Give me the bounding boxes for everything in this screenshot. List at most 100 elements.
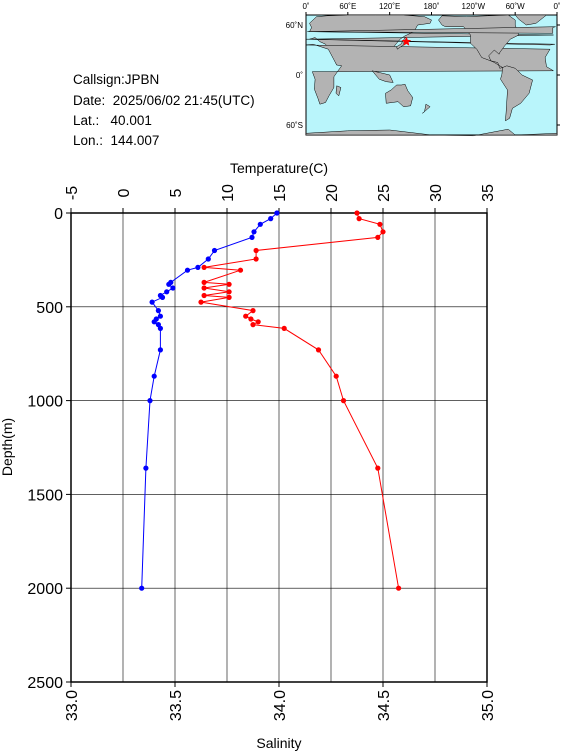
salinity-tick-label: 35.0 <box>480 690 497 721</box>
salinity-tick-label: 34.5 <box>376 690 393 721</box>
salinity-point <box>151 319 157 325</box>
salinity-point <box>205 256 211 262</box>
salinity-point <box>184 267 191 273</box>
depth-axis-label: Depth(m) <box>0 418 15 476</box>
salinity-point <box>251 229 257 235</box>
temperature-point <box>248 316 254 322</box>
temperature-point <box>198 299 204 305</box>
temperature-point <box>253 247 259 254</box>
salinity-point <box>268 216 274 222</box>
uk-land <box>307 26 556 34</box>
salinity-tick-labels: 33.0 33.5 34.0 34.5 35.0 <box>64 690 497 721</box>
temperature-point <box>377 221 383 227</box>
temperature-point <box>226 281 232 287</box>
station-marker-star-icon <box>401 36 412 46</box>
temperature-tick-label: 25 <box>376 184 393 202</box>
salinity-point <box>257 221 263 227</box>
temperature-tick-label: 15 <box>272 184 289 202</box>
depth-tick-label: 1000 <box>27 394 63 411</box>
temperature-point <box>255 319 261 325</box>
depth-tick-label: 1500 <box>27 487 63 504</box>
date-label: Date: <box>73 93 106 108</box>
salinity-point <box>274 210 280 216</box>
salinity-point <box>159 294 166 300</box>
callsign-value: JPBN <box>124 72 160 87</box>
map-lon-tick-label: 120˚W <box>462 2 486 11</box>
temperature-point <box>243 313 249 319</box>
south-america-land <box>500 65 533 122</box>
temperature-point <box>237 267 244 273</box>
temperature-point <box>253 256 259 262</box>
date-line: Date: 2025/06/02 21:45(UTC) <box>73 93 255 108</box>
depth-tick-label: 500 <box>36 300 63 317</box>
madagascar-land <box>335 85 342 97</box>
temperature-point <box>380 229 386 235</box>
chart-series <box>139 210 402 591</box>
salinity-tick-label: 33.0 <box>64 690 81 721</box>
map-lat-tick-label: 0˚ <box>296 71 303 80</box>
salinity-point <box>166 281 172 287</box>
temperature-point <box>201 279 207 285</box>
salinity-point <box>195 264 201 270</box>
temperature-tick-label: 5 <box>168 188 185 197</box>
world-map: 0˚ 60˚E 120˚E 180˚ 120˚W 60˚W 0˚ 60˚N 0˚ 60˚S <box>286 2 561 137</box>
temperature-point <box>201 285 207 291</box>
australia-land <box>385 83 413 107</box>
salinity-point <box>170 285 176 291</box>
salinity-point <box>151 373 157 379</box>
salinity-point <box>155 308 161 314</box>
map-lon-tick-label: 0˚ <box>302 2 309 11</box>
temperature-tick-label: 30 <box>428 184 445 202</box>
antarctica-land <box>305 128 558 137</box>
lat-line: Lat.: 40.001 <box>73 113 152 128</box>
map-lon-tick-label: 60˚W <box>506 2 526 11</box>
temperature-point <box>356 216 362 222</box>
axis-ticks <box>66 208 488 687</box>
temperature-axis-label: Temperature(C) <box>230 160 328 176</box>
temperature-tick-label: 10 <box>220 184 237 202</box>
temperature-point <box>250 322 256 328</box>
temperature-point <box>315 347 322 353</box>
salinity-point <box>164 289 170 295</box>
salinity-tick-label: 34.0 <box>272 690 289 721</box>
salinity-point <box>143 465 149 471</box>
depth-tick-labels: 0 500 1000 1500 2000 2500 <box>27 206 63 692</box>
temperature-point <box>250 308 256 314</box>
date-value: 2025/06/02 21:45(UTC) <box>112 93 255 108</box>
temperature-point <box>340 398 347 404</box>
lon-label: Lon.: <box>73 133 104 148</box>
map-lon-tick-label: 60˚E <box>339 2 356 11</box>
lon-value: 144.007 <box>110 133 160 148</box>
callsign-label: Callsign: <box>73 72 125 87</box>
temperature-point <box>375 465 381 471</box>
depth-tick-label: 0 <box>54 206 63 223</box>
temperature-point <box>226 294 232 300</box>
map-ticks <box>305 12 560 126</box>
salinity-point <box>147 398 153 404</box>
temperature-tick-label: 35 <box>480 184 497 202</box>
salinity-point <box>139 585 145 591</box>
salinity-tick-label: 33.5 <box>168 690 185 721</box>
map-lon-tick-label: 0˚ <box>553 2 560 11</box>
lon-line: Lon.: 144.007 <box>73 133 159 148</box>
temperature-tick-labels: -5 0 5 10 15 20 25 30 35 <box>64 184 497 202</box>
depth-tick-label: 2500 <box>27 675 63 692</box>
temperature-point <box>333 373 339 379</box>
callsign-line: Callsign:JPBN <box>73 72 159 87</box>
salinity-point <box>157 347 163 353</box>
map-lat-tick-label: 60˚N <box>286 21 304 30</box>
temperature-tick-label: -5 <box>64 186 81 200</box>
lat-label: Lat.: <box>73 113 100 128</box>
depth-tick-label: 2000 <box>27 581 63 598</box>
salinity-axis-label: Salinity <box>256 735 301 751</box>
chart-grid <box>70 212 488 683</box>
salinity-point <box>157 325 163 331</box>
map-tick-labels: 0˚ 60˚E 120˚E 180˚ 120˚W 60˚W 0˚ 60˚N 0˚ 60˚S <box>286 2 561 130</box>
africa-land <box>305 43 555 105</box>
map-lat-tick-label: 60˚S <box>286 121 303 130</box>
lat-value: 40.001 <box>110 113 152 128</box>
salinity-point <box>249 234 255 240</box>
temperature-point <box>201 264 207 270</box>
temperature-point <box>354 210 360 216</box>
